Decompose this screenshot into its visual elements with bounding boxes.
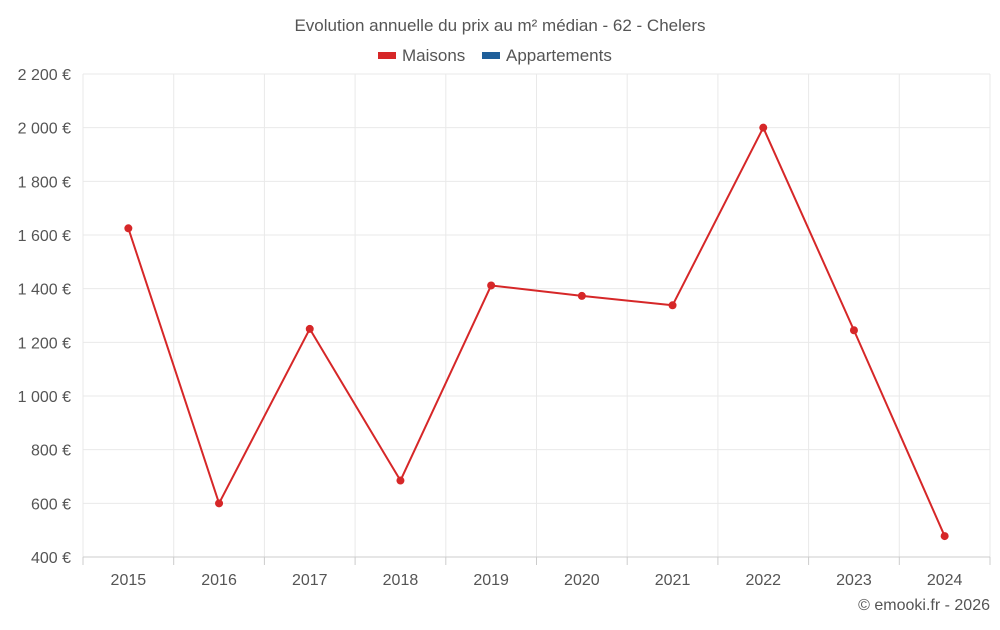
legend: Maisons Appartements: [378, 46, 612, 65]
x-tick-label: 2020: [564, 572, 600, 589]
x-tick-label: 2015: [111, 572, 147, 589]
x-tick-label: 2021: [655, 572, 691, 589]
y-tick-label: 600 €: [31, 496, 71, 513]
data-point-maisons-2022[interactable]: [759, 123, 768, 132]
x-axis: 2015 2016 2017 2018 2019 2020 2021 2022 2023 2024: [82, 556, 991, 589]
y-tick-label: 800 €: [31, 443, 71, 460]
data-point-maisons-2020[interactable]: [577, 291, 586, 300]
x-tick-label: 2016: [201, 572, 237, 589]
series-line-maisons: [127, 126, 946, 537]
x-tick-label: 2018: [383, 572, 419, 589]
legend-swatch-maisons[interactable]: [378, 52, 396, 59]
y-axis: 400 € 600 € 800 € 1 000 € 1 200 € 1 400 € 1 60…: [18, 67, 71, 567]
x-tick-label: 2019: [473, 572, 509, 589]
y-tick-label: 1 000 €: [18, 389, 71, 406]
y-tick-label: 2 200 €: [18, 67, 71, 84]
data-point-maisons-2017[interactable]: [305, 324, 314, 333]
x-tick-label: 2022: [745, 572, 781, 589]
y-tick-label: 1 200 €: [18, 335, 71, 352]
credit-text: © emooki.fr - 2026: [858, 597, 990, 614]
legend-label-appartements[interactable]: Appartements: [506, 46, 612, 65]
data-point-maisons-2016[interactable]: [215, 499, 224, 508]
data-point-maisons-2015[interactable]: [124, 224, 133, 233]
chart-title: Evolution annuelle du prix au m² médian …: [294, 16, 705, 35]
x-tick-label: 2023: [836, 572, 872, 589]
y-tick-label: 1 800 €: [18, 174, 71, 191]
data-point-maisons-2024[interactable]: [940, 532, 949, 541]
grid: [82, 73, 991, 557]
data-point-maisons-2018[interactable]: [396, 476, 405, 485]
data-point-maisons-2023[interactable]: [849, 326, 858, 335]
legend-label-maisons[interactable]: Maisons: [402, 46, 465, 65]
x-tick-label: 2024: [927, 572, 963, 589]
data-point-maisons-2021[interactable]: [668, 301, 677, 310]
series-layer: [124, 123, 949, 541]
y-tick-label: 2 000 €: [18, 121, 71, 138]
data-point-maisons-2019[interactable]: [487, 281, 496, 290]
y-tick-label: 1 600 €: [18, 228, 71, 245]
x-tick-label: 2017: [292, 572, 328, 589]
y-tick-label: 400 €: [31, 550, 71, 567]
legend-swatch-appartements[interactable]: [482, 52, 500, 59]
y-tick-label: 1 400 €: [18, 282, 71, 299]
